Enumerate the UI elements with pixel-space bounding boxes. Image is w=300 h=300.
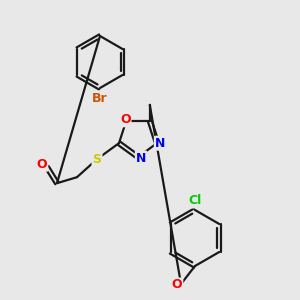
Text: O: O: [172, 278, 182, 292]
Text: O: O: [120, 113, 130, 126]
Text: N: N: [136, 152, 146, 164]
Text: Br: Br: [92, 92, 108, 104]
Text: Cl: Cl: [188, 194, 202, 208]
Text: O: O: [37, 158, 47, 171]
Text: S: S: [92, 153, 101, 166]
Text: N: N: [155, 137, 165, 150]
